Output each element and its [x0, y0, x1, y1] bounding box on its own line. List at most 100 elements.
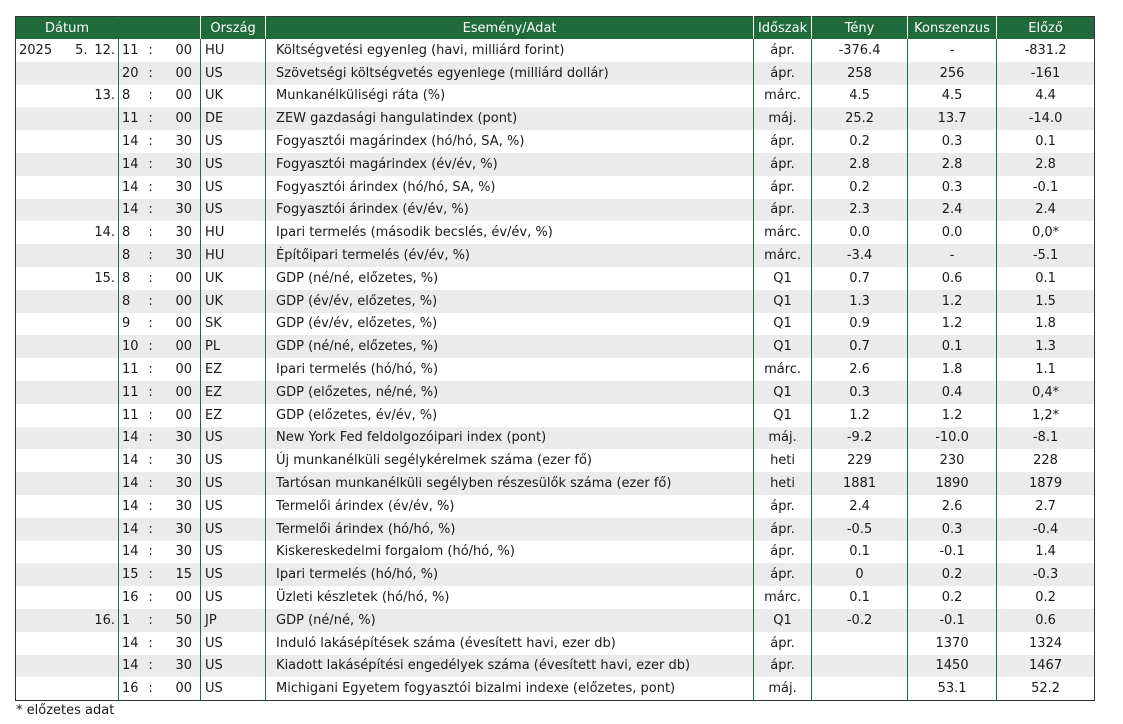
country-code: US [200, 175, 267, 199]
date-month [61, 380, 90, 404]
period: Q1 [753, 608, 813, 632]
date-day: 12. [89, 39, 120, 62]
period: ápr. [753, 175, 813, 199]
table-row: 14:30 US Fogyasztói magárindex (év/év, %) á… [15, 152, 1095, 176]
date-year [16, 176, 62, 199]
date-month [62, 586, 90, 609]
date-day [89, 403, 120, 427]
actual-value [811, 654, 909, 678]
time-separator: : [145, 61, 156, 85]
consensus-value: 0.6 [907, 266, 998, 290]
date-month [62, 85, 90, 108]
date-year [16, 130, 62, 153]
time-minute: 30 [155, 426, 202, 450]
country-code: US [200, 586, 267, 609]
table-row: 16. 1:50 JP GDP (né/né, %) Q1 -0.2 -0.1 0.6 [15, 608, 1095, 632]
date-day [89, 563, 120, 587]
event-name: Munkanélküliségi ráta (%) [265, 84, 755, 108]
time-separator: : [148, 635, 153, 651]
time-minute: 00 [155, 84, 202, 108]
date-day [89, 426, 120, 450]
previous-value: -161 [996, 61, 1095, 85]
period: Q1 [753, 380, 813, 404]
consensus-value: 0.0 [907, 221, 998, 245]
time-hour: 14 [122, 134, 139, 150]
country-code: US [200, 540, 267, 564]
period: márc. [753, 244, 813, 267]
country-code: US [200, 61, 267, 85]
header-country: Ország [200, 16, 267, 39]
country-code: UK [200, 266, 267, 290]
table-row: 2025 5. 12. 11:00 HU Költségvetési egyenleg (… [16, 39, 1095, 62]
period: ápr. [753, 563, 813, 587]
country-code: UK [200, 289, 267, 313]
previous-value: -14.0 [996, 107, 1095, 131]
table-row: 11:00 EZ Ipari termelés (hó/hó, %) márc. 2.6… [16, 358, 1095, 381]
table-row: 14. 8:30 HU Ipari termelés (második becslés… [16, 221, 1095, 245]
date-year [15, 61, 62, 85]
date-day [89, 472, 120, 495]
time-hour: 8 [118, 289, 146, 313]
time-separator: : [148, 270, 153, 286]
previous-value: 0.6 [996, 608, 1095, 632]
actual-value: 229 [811, 449, 909, 473]
event-name: Michigani Egyetem fogyasztói bizalmi ind… [265, 677, 755, 701]
period: heti [753, 472, 813, 495]
date-year [16, 404, 62, 427]
consensus-value: 0.1 [907, 335, 998, 359]
event-name: Új munkanélküli segélykérelmek száma (ez… [265, 449, 755, 473]
period: Q1 [753, 312, 813, 336]
table-body: 2025 5. 12. 11:00 HU Költségvetési egyenleg (… [15, 39, 1095, 701]
date-day: 16. [89, 608, 120, 632]
date-month [61, 426, 90, 450]
date-year [15, 426, 62, 450]
event-name: New York Fed feldolgozóipari index (pont… [265, 426, 755, 450]
country-code: HU [200, 39, 267, 62]
time-minute: 00 [155, 39, 202, 62]
table-row: 11:00 EZ GDP (előzetes, év/év, %) Q1 1.2 1.2 1… [16, 403, 1095, 427]
actual-value: 2.4 [811, 494, 909, 518]
event-name: GDP (év/év, előzetes, %) [265, 289, 755, 313]
date-month [62, 541, 90, 564]
period: Q1 [753, 335, 813, 359]
time-separator: : [145, 608, 156, 632]
time-hour: 16 [122, 681, 139, 697]
time-minute: 30 [155, 654, 202, 678]
date-month [61, 608, 90, 632]
previous-value: -5.1 [996, 244, 1095, 267]
event-name: GDP (előzetes, év/év, %) [265, 403, 755, 427]
period: Q1 [753, 289, 813, 313]
date-year [15, 198, 62, 222]
consensus-value: 2.6 [907, 494, 998, 518]
time-hour: 14 [122, 453, 139, 469]
date-year [15, 517, 62, 541]
date-day [89, 61, 120, 85]
time-hour: 14 [122, 179, 139, 195]
time-separator: : [145, 198, 156, 222]
country-code: EZ [200, 358, 267, 381]
time-separator: : [145, 244, 156, 267]
actual-value: 0 [811, 563, 909, 587]
time-hour: 1 [118, 608, 146, 632]
date-month [61, 244, 90, 267]
date-month [62, 358, 90, 381]
table-row: 14:30 US Kiadott lakásépítési engedélyek s… [15, 654, 1095, 678]
economic-calendar-table: Dátum Ország Esemény/Adat Időszak Tény K… [15, 16, 1096, 702]
event-name: GDP (né/né, előzetes, %) [265, 266, 755, 290]
event-name: Ipari termelés (hó/hó, %) [265, 563, 755, 587]
period: ápr. [753, 654, 813, 678]
time-minute: 30 [155, 449, 202, 473]
time-minute: 30 [155, 540, 202, 564]
time-separator: : [148, 88, 153, 104]
country-code: US [200, 563, 267, 587]
period: márc. [753, 221, 813, 245]
table-row: 16:00 US Michigani Egyetem fogyasztói biza… [16, 677, 1095, 701]
country-code: US [200, 198, 267, 222]
country-code: US [200, 677, 267, 701]
date-year [16, 221, 62, 244]
time-separator: : [145, 152, 156, 176]
consensus-value: -0.1 [907, 608, 998, 632]
time-hour: 14 [118, 517, 146, 541]
consensus-value: 0.3 [907, 175, 998, 199]
time-minute: 00 [155, 335, 202, 359]
